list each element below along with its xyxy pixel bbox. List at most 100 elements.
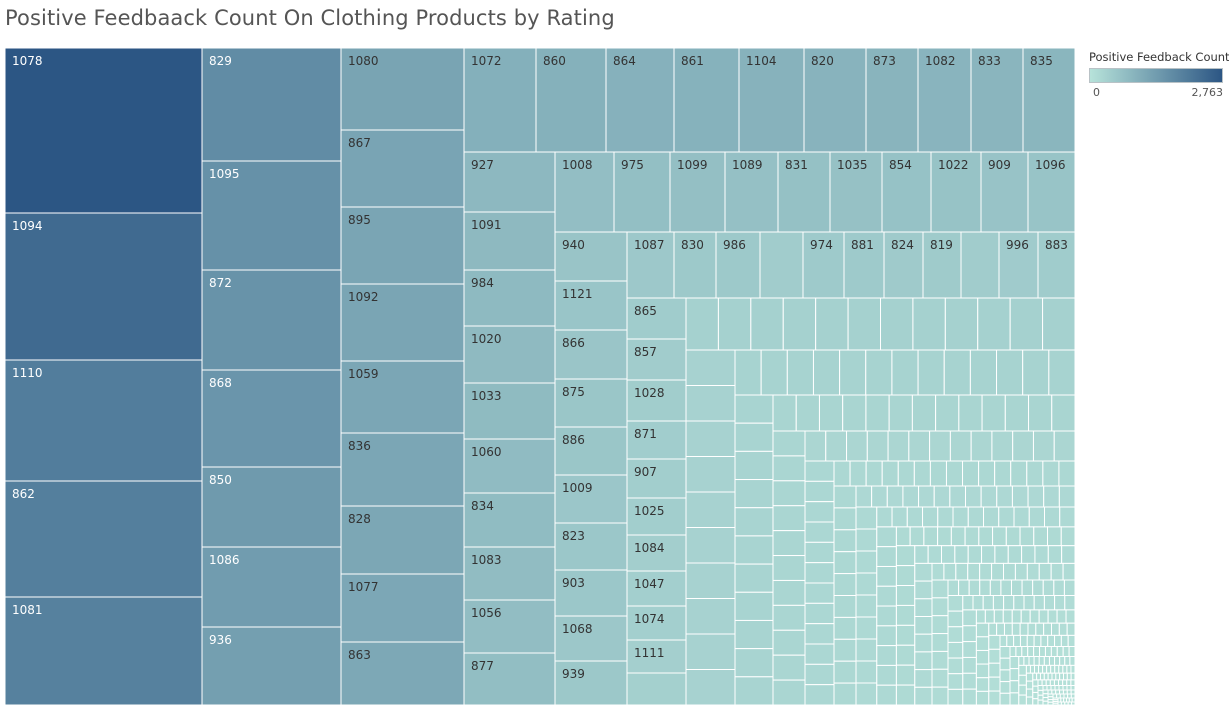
treemap-cell-unlabeled-270 (1029, 609, 1040, 624)
treemap-label-850: 850 (209, 473, 232, 487)
treemap-cell-unlabeled-325 (1009, 668, 1020, 682)
treemap-label-824: 824 (891, 238, 914, 252)
treemap-cell-1096 (1027, 151, 1076, 233)
treemap-cell-unlabeled-86 (804, 460, 835, 482)
treemap-label-834: 834 (471, 499, 494, 513)
treemap-cell-unlabeled-71 (772, 654, 806, 681)
treemap-cell-unlabeled-79 (929, 430, 951, 462)
treemap-label-974: 974 (810, 238, 833, 252)
treemap-cell-1009 (554, 474, 628, 524)
treemap-cell-unlabeled-10 (912, 297, 946, 351)
treemap-cell-unlabeled-211 (955, 562, 969, 581)
treemap-label-1111: 1111 (634, 646, 665, 660)
treemap-cell-unlabeled-77 (887, 430, 910, 462)
treemap-cell-unlabeled-347 (1042, 664, 1048, 674)
treemap-cell-1121 (554, 280, 628, 331)
treemap-cell-unlabeled-97 (804, 684, 835, 706)
treemap-cell-881 (843, 231, 885, 299)
treemap-cell-unlabeled-174 (978, 526, 994, 547)
treemap-cell-unlabeled-414 (1067, 693, 1072, 699)
treemap-cell-unlabeled-242 (947, 626, 964, 643)
treemap-cell-unlabeled-21 (685, 562, 736, 599)
treemap-cell-unlabeled-293 (988, 648, 1001, 664)
treemap-cell-unlabeled-146 (876, 506, 893, 528)
treemap-cell-unlabeled-183 (895, 585, 916, 606)
treemap-cell-unlabeled-31 (891, 349, 919, 396)
treemap-cell-unlabeled-427 (1060, 701, 1066, 706)
treemap-cell-unlabeled-234 (1011, 579, 1023, 596)
treemap-cell-1059 (340, 360, 465, 434)
treemap-cell-unlabeled-179 (1047, 526, 1062, 547)
treemap-cell-823 (554, 522, 628, 571)
treemap-label-872: 872 (209, 276, 232, 290)
treemap-cell-unlabeled-122 (833, 682, 857, 706)
treemap-cell-unlabeled-329 (1023, 656, 1030, 666)
treemap-cell-unlabeled-292 (988, 634, 1001, 650)
treemap-label-1096: 1096 (1035, 158, 1066, 172)
treemap-cell-unlabeled-354 (1070, 664, 1076, 674)
treemap-cell-unlabeled-283 (1003, 622, 1013, 636)
treemap-cell-unlabeled-344 (1029, 664, 1035, 674)
treemap-cell-unlabeled-34 (969, 349, 998, 396)
treemap-cell-unlabeled-43 (734, 535, 774, 565)
legend-max-label: 2,763 (1191, 86, 1224, 99)
treemap-cell-unlabeled-182 (895, 565, 916, 587)
treemap-cell-unlabeled-312 (999, 692, 1011, 706)
treemap-cell-unlabeled-144 (855, 660, 878, 684)
treemap-cell-unlabeled-2 (626, 672, 687, 706)
treemap-cell-unlabeled-386 (1037, 699, 1044, 706)
treemap-cell-unlabeled-247 (962, 595, 974, 611)
treemap-cell-unlabeled-241 (947, 610, 964, 628)
treemap-cell-unlabeled-323 (1068, 646, 1076, 657)
treemap-label-854: 854 (889, 158, 912, 172)
treemap-cell-unlabeled-126 (902, 485, 920, 508)
treemap-cell-unlabeled-342 (1018, 694, 1027, 706)
treemap-cell-unlabeled-207 (914, 669, 933, 688)
treemap-cell-unlabeled-65 (772, 505, 806, 532)
treemap-cell-unlabeled-39 (734, 422, 774, 452)
treemap-label-861: 861 (681, 54, 704, 68)
treemap-cell-1077 (340, 573, 465, 643)
treemap-cell-unlabeled-89 (804, 521, 835, 543)
treemap-cell-871 (626, 420, 687, 460)
treemap-cell-unlabeled-187 (895, 664, 916, 686)
treemap-cell-unlabeled-404 (1066, 689, 1072, 695)
treemap-cell-unlabeled-300 (1019, 634, 1028, 648)
treemap-cell-unlabeled-59 (1004, 394, 1030, 432)
treemap-label-1047: 1047 (634, 577, 665, 591)
treemap-label-1022: 1022 (938, 158, 969, 172)
treemap-cell-unlabeled-385 (1037, 694, 1044, 701)
treemap-cell-unlabeled-96 (804, 663, 835, 686)
treemap-cell-unlabeled-316 (1027, 646, 1035, 657)
treemap-cell-unlabeled-254 (1033, 595, 1045, 611)
treemap-cell-unlabeled-56 (935, 394, 960, 432)
treemap-cell-unlabeled-336 (1059, 656, 1066, 666)
treemap-cell-unlabeled-410 (1052, 693, 1058, 699)
treemap-cell-unlabeled-389 (1050, 685, 1056, 691)
treemap-cell-unlabeled-249 (982, 595, 994, 611)
treemap-cell-unlabeled-382 (1070, 679, 1076, 687)
treemap-cell-unlabeled-8 (847, 297, 881, 351)
treemap-cell-unlabeled-17 (685, 420, 736, 457)
treemap-cell-unlabeled-303 (1040, 634, 1049, 648)
treemap-cell-unlabeled-398 (1042, 700, 1049, 706)
treemap-cell-unlabeled-338 (1069, 656, 1076, 666)
treemap-label-1092: 1092 (348, 290, 379, 304)
treemap-label-873: 873 (873, 54, 896, 68)
treemap-cell-unlabeled-214 (991, 562, 1004, 581)
treemap-cell-unlabeled-98 (833, 460, 851, 487)
treemap-cell-unlabeled-92 (804, 582, 835, 604)
treemap-cell-unlabeled-210 (943, 562, 957, 581)
treemap-cell-unlabeled-295 (988, 676, 1001, 692)
treemap-cell-unlabeled-4 (717, 297, 752, 351)
treemap-cell-unlabeled-372 (1032, 691, 1039, 700)
treemap-cell-unlabeled-296 (988, 690, 1001, 706)
treemap-cell-unlabeled-228 (947, 579, 960, 596)
treemap-cell-unlabeled-309 (999, 657, 1011, 671)
treemap-cell-unlabeled-55 (911, 394, 937, 432)
treemap-cell-unlabeled-93 (804, 602, 835, 625)
treemap-cell-unlabeled-164 (876, 625, 897, 647)
treemap-cell-unlabeled-99 (849, 460, 867, 487)
treemap-cell-unlabeled-392 (1062, 685, 1068, 691)
